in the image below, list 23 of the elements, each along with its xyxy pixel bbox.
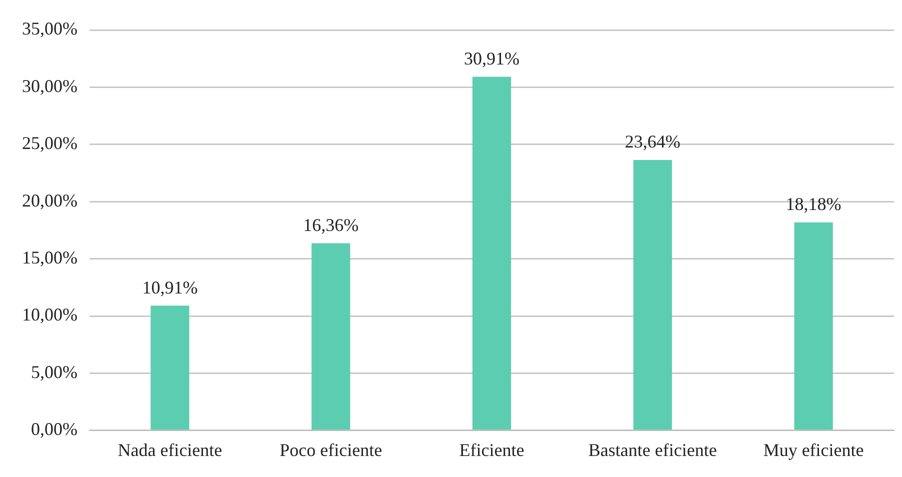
data-label: 16,36%	[303, 214, 359, 235]
y-tick-label: 25,00%	[22, 133, 78, 154]
data-label: 18,18%	[786, 194, 842, 214]
bar	[312, 243, 350, 430]
x-tick-label: Muy eficiente	[763, 440, 864, 460]
y-tick-label: 30,00%	[22, 76, 78, 96]
x-tick-label: Nada eficiente	[118, 440, 222, 460]
x-tick-label: Bastante eficiente	[588, 440, 717, 460]
y-tick-label: 15,00%	[22, 248, 78, 268]
bar	[794, 222, 833, 430]
y-tick-label: 0,00%	[30, 419, 78, 440]
y-tick-label: 5,00%	[30, 362, 78, 382]
y-tick-label: 20,00%	[22, 190, 78, 210]
x-tick-label: Poco eficiente	[280, 440, 382, 460]
x-tick-label: Eficiente	[459, 440, 524, 460]
bar	[633, 160, 672, 430]
data-label: 30,91%	[464, 48, 520, 69]
y-tick-label: 10,00%	[22, 304, 78, 325]
y-tick-label: 35,00%	[22, 18, 78, 39]
bar	[150, 306, 190, 430]
data-label: 10,91%	[142, 277, 198, 298]
data-label: 23,64%	[624, 132, 680, 152]
bar	[472, 76, 512, 430]
